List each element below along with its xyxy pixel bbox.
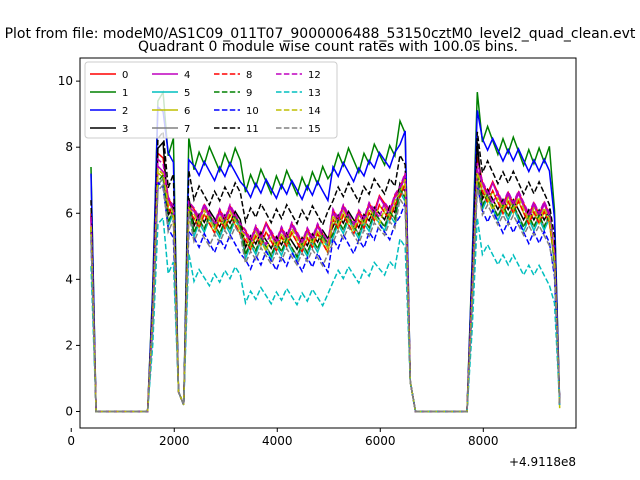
legend-label-4: 4 [184,70,190,81]
series-line-15 [90,183,561,413]
series-line-13 [90,216,561,413]
x-axis: 0 2000 4000 6000 8000 [67,428,499,448]
legend-label-11: 11 [246,124,259,135]
chart-title: Quadrant 0 module wise count rates with … [138,39,518,55]
legend-label-14: 14 [308,106,321,117]
legend-label-0: 0 [122,70,128,81]
y-tick-label: 0 [65,404,73,418]
legend-label-1: 1 [122,88,128,99]
legend-label-3: 3 [122,124,128,135]
legend-label-8: 8 [246,70,252,81]
series-line-11 [90,129,561,413]
x-tick-label: 8000 [468,434,499,448]
x-tick-label: 4000 [262,434,293,448]
series-line-12 [90,157,561,413]
series-line-8 [90,167,561,413]
plot-frame [79,57,577,429]
x-tick-label: 6000 [365,434,396,448]
y-tick-label: 10 [58,74,73,88]
legend-label-12: 12 [308,70,321,81]
x-tick-label: 0 [67,434,75,448]
series-line-9 [90,172,561,413]
figure-suptitle: Plot from file: modeM0/AS1C09_011T07_900… [5,26,636,42]
legend-label-5: 5 [184,88,190,99]
legend-label-15: 15 [308,124,321,135]
series-line-14 [90,167,561,413]
legend-label-6: 6 [184,106,190,117]
y-tick-label: 6 [65,206,73,220]
series-line-10 [90,180,561,413]
legend-label-13: 13 [308,88,321,99]
legend-label-9: 9 [246,88,252,99]
plot-lines [90,89,561,413]
legend-label-10: 10 [246,106,259,117]
legend-label-7: 7 [184,124,190,135]
x-tick-label: 2000 [159,434,190,448]
y-axis: 0 2 4 6 8 10 [58,74,80,418]
y-tick-label: 2 [65,338,73,352]
series-line-2 [90,105,561,413]
legend-frame [84,61,338,139]
y-tick-label: 4 [65,272,73,286]
y-tick-label: 8 [65,140,73,154]
legend-label-2: 2 [122,106,128,117]
x-axis-offset-text: +4.9118e8 [509,455,576,469]
